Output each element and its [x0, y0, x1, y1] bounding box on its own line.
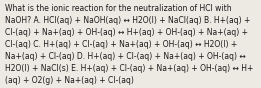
- Text: Na+(aq) + Cl-(aq) D. H+(aq) + Cl-(aq) + Na+(aq) + OH-(aq) ↔: Na+(aq) + Cl-(aq) D. H+(aq) + Cl-(aq) + …: [5, 52, 245, 61]
- Text: (aq) + O2(g) + Na+(aq) + Cl-(aq): (aq) + O2(g) + Na+(aq) + Cl-(aq): [5, 76, 134, 85]
- Text: Cl-(aq) + Na+(aq) + OH-(aq) ↔ H+(aq) + OH-(aq) + Na+(aq) +: Cl-(aq) + Na+(aq) + OH-(aq) ↔ H+(aq) + O…: [5, 28, 248, 37]
- Text: NaOH? A. HCl(aq) + NaOH(aq) ↔ H2O(l) + NaCl(aq) B. H+(aq) +: NaOH? A. HCl(aq) + NaOH(aq) ↔ H2O(l) + N…: [5, 16, 250, 25]
- Text: What is the ionic reaction for the neutralization of HCl with: What is the ionic reaction for the neutr…: [5, 4, 231, 12]
- Text: Cl-(aq) C. H+(aq) + Cl-(aq) + Na+(aq) + OH-(aq) ↔ H2O(l) +: Cl-(aq) C. H+(aq) + Cl-(aq) + Na+(aq) + …: [5, 40, 237, 49]
- Text: H2O(l) + NaCl(s) E. H+(aq) + Cl-(aq) + Na+(aq) + OH-(aq) ↔ H+: H2O(l) + NaCl(s) E. H+(aq) + Cl-(aq) + N…: [5, 64, 253, 73]
